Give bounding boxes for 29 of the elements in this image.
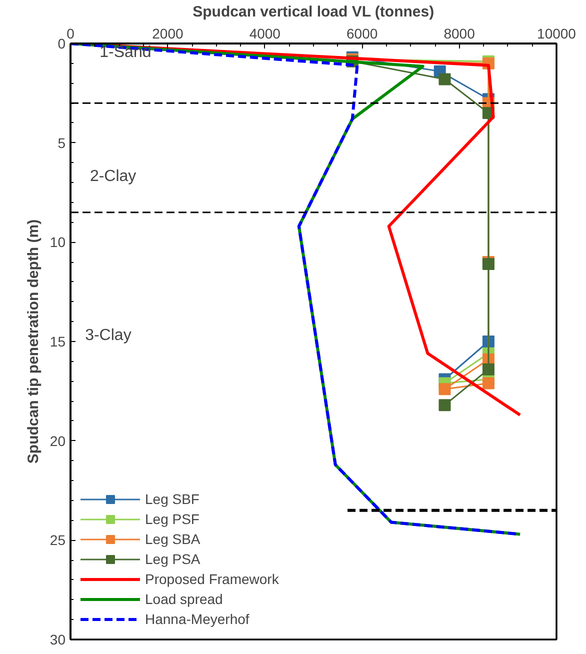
y-tick-label: 30: [50, 632, 66, 648]
y-tick-label: 20: [50, 432, 66, 449]
x-tick-label: 2000: [152, 26, 184, 42]
point: [482, 377, 494, 390]
legend-label: Proposed Framework: [145, 571, 279, 587]
legend-label: Leg PSF: [145, 511, 200, 527]
legend-label: Leg SBA: [145, 531, 200, 547]
y-tick-label: 5: [58, 134, 66, 151]
x-tick-label: 8000: [444, 26, 476, 42]
annotation: 2-Clay: [90, 168, 136, 185]
point: [438, 399, 451, 412]
legend-label: Leg SBF: [145, 491, 200, 507]
legend-label: Hanna-Meyerhof: [145, 611, 250, 627]
annotation: 3-Clay: [85, 327, 132, 344]
point: [438, 383, 451, 396]
y-tick-label: 10: [50, 234, 66, 250]
point: [482, 363, 494, 376]
point: [438, 73, 451, 86]
annotation: 1-Sand: [100, 44, 152, 61]
y-tick-label: 25: [50, 532, 66, 548]
x-axis-title: Spudcan vertical load VL (tonnes): [192, 4, 434, 20]
y-tick-label: 15: [50, 334, 66, 350]
legend-label: Load spread: [145, 591, 223, 607]
legend-label: Leg PSA: [145, 551, 200, 567]
y-tick-label: 0: [58, 36, 66, 52]
x-tick-label: 10000: [537, 26, 576, 42]
x-tick-label: 4000: [249, 26, 281, 42]
y-axis-title: Spudcan tip penetration depth (m): [24, 219, 42, 464]
x-tick-label: 6000: [346, 26, 378, 42]
